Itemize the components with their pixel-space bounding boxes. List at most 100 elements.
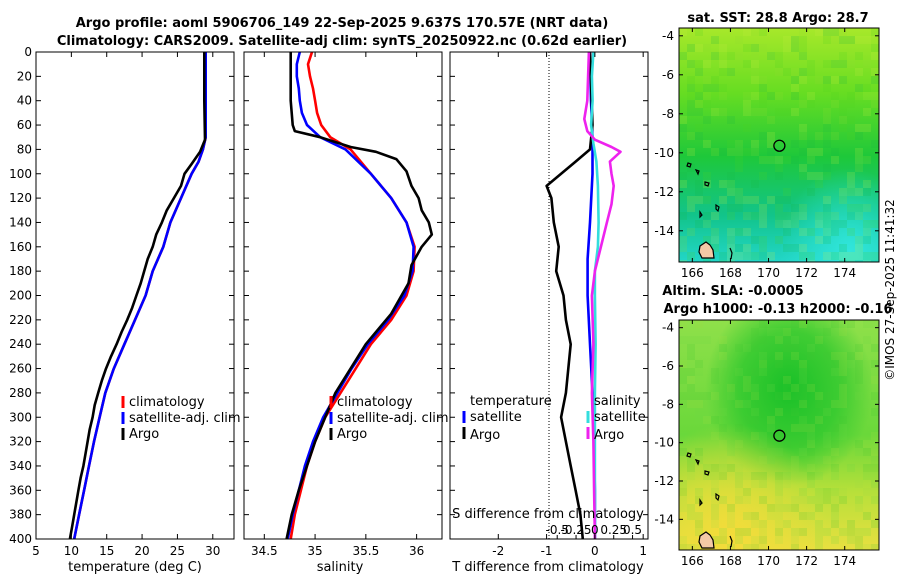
texture-cell [791, 464, 799, 472]
texture-cell [687, 512, 695, 520]
texture-cell [791, 384, 799, 392]
texture-cell [759, 536, 767, 544]
texture-cell [759, 132, 767, 140]
texture-cell [783, 520, 791, 528]
texture-cell [687, 368, 695, 376]
texture-cell [735, 368, 743, 376]
texture-cell [783, 392, 791, 400]
texture-cell [815, 220, 823, 228]
texture-cell [815, 76, 823, 84]
s-tick-label: 0 [591, 523, 599, 537]
x-tick-label: 20 [134, 544, 149, 558]
texture-cell [695, 60, 703, 68]
texture-cell [775, 328, 783, 336]
texture-cell [815, 416, 823, 424]
x-tick-label: -2 [492, 544, 504, 558]
texture-cell [759, 108, 767, 116]
texture-cell [855, 252, 863, 260]
texture-cell [735, 228, 743, 236]
texture-cell [823, 116, 831, 124]
texture-cell [719, 352, 727, 360]
texture-cell [871, 376, 879, 384]
lon-tick-label: 174 [833, 554, 856, 568]
texture-cell [839, 260, 847, 262]
texture-cell [727, 148, 735, 156]
texture-cell [687, 400, 695, 408]
texture-cell [871, 44, 879, 52]
texture-cell [799, 124, 807, 132]
texture-cell [799, 472, 807, 480]
texture-cell [727, 504, 735, 512]
y-tick-label: 260 [9, 362, 32, 376]
texture-cell [751, 148, 759, 156]
x-tick-label: 36 [409, 544, 424, 558]
texture-cell [855, 132, 863, 140]
texture-cell [863, 400, 871, 408]
texture-cell [727, 68, 735, 76]
texture-cell [735, 440, 743, 448]
texture-cell [839, 108, 847, 116]
texture-cell [759, 496, 767, 504]
texture-cell [703, 116, 711, 124]
texture-cell [863, 236, 871, 244]
texture-cell [839, 352, 847, 360]
texture-cell [695, 132, 703, 140]
texture-cell [767, 196, 775, 204]
y-tick-label: 360 [9, 483, 32, 497]
texture-cell [751, 480, 759, 488]
texture-cell [783, 196, 791, 204]
texture-cell [735, 400, 743, 408]
texture-cell [743, 488, 751, 496]
texture-cell [871, 360, 879, 368]
texture-cell [735, 496, 743, 504]
texture-cell [767, 92, 775, 100]
texture-cell [735, 52, 743, 60]
texture-cell [839, 432, 847, 440]
texture-cell [871, 92, 879, 100]
texture-cell [831, 440, 839, 448]
legend-climatology-label: climatology [337, 395, 413, 410]
texture-cell [735, 424, 743, 432]
texture-cell [743, 496, 751, 504]
texture-cell [815, 400, 823, 408]
texture-cell [807, 448, 815, 456]
texture-cell [871, 408, 879, 416]
difference-axis-label: T difference from climatology [451, 560, 644, 575]
texture-cell [695, 528, 703, 536]
texture-cell [791, 528, 799, 536]
texture-cell [863, 488, 871, 496]
texture-cell [719, 408, 727, 416]
texture-cell [863, 252, 871, 260]
texture-cell [711, 36, 719, 44]
title-line-2: Climatology: CARS2009. Satellite-adj cli… [57, 34, 627, 49]
texture-cell [695, 188, 703, 196]
texture-cell [815, 336, 823, 344]
s-tick-label: 0.25 [600, 523, 627, 537]
sst-map-title: sat. SST: 28.8 Argo: 28.7 [687, 11, 868, 26]
texture-cell [791, 472, 799, 480]
texture-cell [735, 188, 743, 196]
legend-s-argo-label: Argo [594, 428, 624, 443]
texture-cell [775, 448, 783, 456]
texture-cell [807, 148, 815, 156]
lat-tick-label: -12 [654, 474, 674, 488]
texture-cell [807, 496, 815, 504]
texture-cell [775, 60, 783, 68]
texture-cell [695, 92, 703, 100]
series-climatology [72, 52, 207, 540]
texture-cell [871, 68, 879, 76]
texture-cell [871, 440, 879, 448]
texture-cell [783, 156, 791, 164]
texture-cell [759, 360, 767, 368]
texture-cell [751, 384, 759, 392]
texture-cell [759, 172, 767, 180]
texture-cell [815, 472, 823, 480]
difference-salinity-legend: salinity satellite Argo [586, 394, 646, 443]
texture-cell [855, 36, 863, 44]
texture-cell [687, 392, 695, 400]
sst-map-frame [678, 27, 880, 263]
texture-cell [783, 36, 791, 44]
texture-cell [695, 320, 703, 328]
texture-cell [807, 68, 815, 76]
texture-cell [831, 360, 839, 368]
